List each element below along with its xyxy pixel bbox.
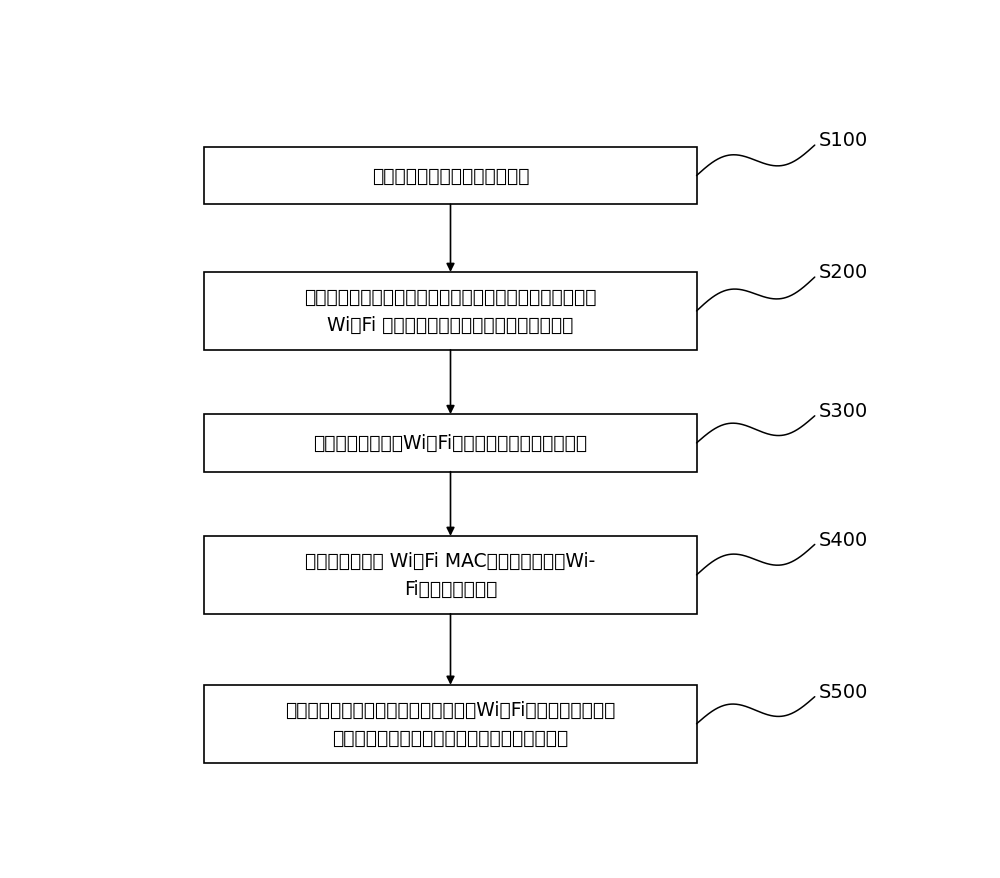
- FancyBboxPatch shape: [204, 273, 697, 350]
- Text: S400: S400: [819, 530, 868, 549]
- Text: 使用安全方式配置主设备，然后使用点对多方式由主设备对
Wi－Fi 物联网内其他代理设备进行认证和配置: 使用安全方式配置主设备，然后使用点对多方式由主设备对 Wi－Fi 物联网内其他代…: [304, 288, 597, 335]
- FancyBboxPatch shape: [204, 148, 697, 205]
- Text: 代理设备与低功耗Wi－Fi设备之间建立安全数据通路: 代理设备与低功耗Wi－Fi设备之间建立安全数据通路: [313, 434, 588, 453]
- Text: S300: S300: [819, 402, 868, 421]
- FancyBboxPatch shape: [204, 685, 697, 763]
- Text: S500: S500: [819, 682, 868, 702]
- FancyBboxPatch shape: [204, 414, 697, 472]
- Text: 客户端进行注册并进行安全绑定: 客户端进行注册并进行安全绑定: [372, 167, 529, 186]
- Text: 代理设备通过与 Wi－Fi MAC层非连接模式与Wi-
Fi低功耗设备配对: 代理设备通过与 Wi－Fi MAC层非连接模式与Wi- Fi低功耗设备配对: [305, 551, 596, 599]
- FancyBboxPatch shape: [204, 536, 697, 614]
- Text: S200: S200: [819, 263, 868, 282]
- Text: 所述低功耗设备将控制信息传送到所述Wi－Fi代理设备，代理设
备转发或者根据接收的信息对其他设备进行控制: 所述低功耗设备将控制信息传送到所述Wi－Fi代理设备，代理设 备转发或者根据接收…: [285, 701, 616, 747]
- Text: S100: S100: [819, 132, 868, 150]
